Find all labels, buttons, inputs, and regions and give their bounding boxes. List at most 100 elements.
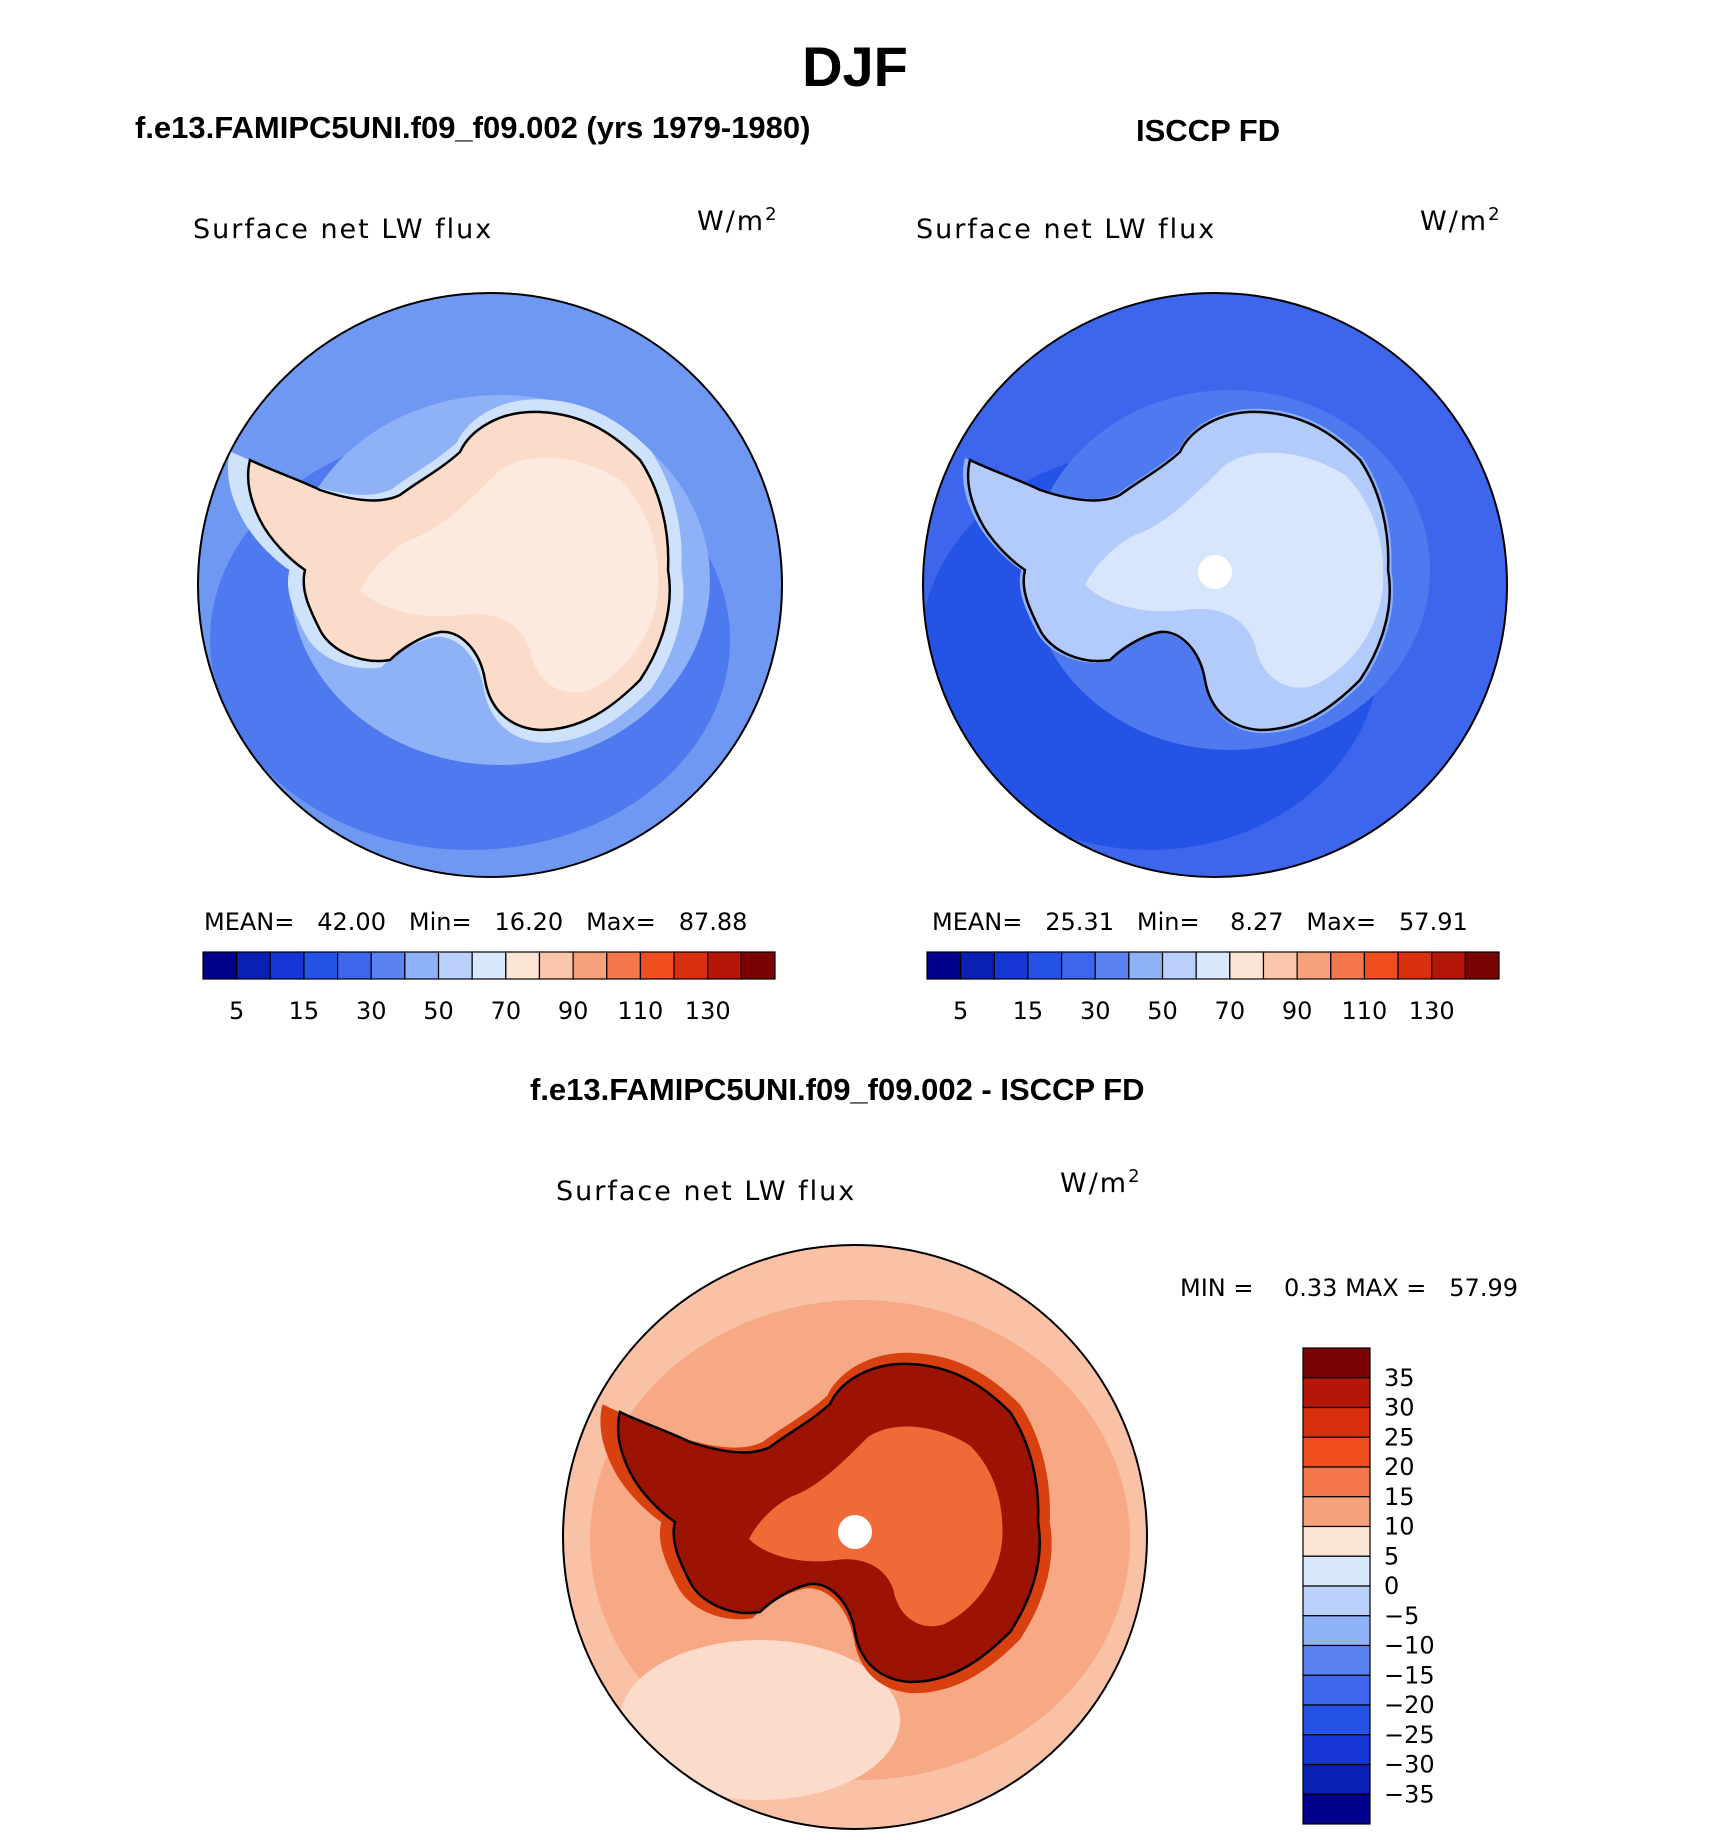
stat-mean-label: MEAN= bbox=[204, 908, 295, 936]
panel-model-colorbar: 5 15 30 50 70 90 110 130 bbox=[202, 951, 776, 1025]
colorbar-tick-label: 110 bbox=[1342, 997, 1388, 1025]
colorbar-swatch bbox=[1262, 951, 1298, 980]
colorbar-swatch bbox=[1302, 1525, 1371, 1557]
colorbar-swatch bbox=[269, 951, 305, 980]
colorbar-swatch bbox=[1363, 951, 1399, 980]
colorbar-swatch bbox=[572, 951, 608, 980]
colorbar-swatch bbox=[1302, 1496, 1371, 1528]
colorbar-swatch bbox=[993, 951, 1029, 980]
colorbar-swatch bbox=[1060, 951, 1096, 980]
stat-max-value: 57.91 bbox=[1399, 908, 1468, 936]
stat-mean-value: 25.31 bbox=[1045, 908, 1114, 936]
colorbar-tick-label: −20 bbox=[1384, 1691, 1435, 1719]
colorbar-swatch bbox=[1302, 1734, 1371, 1766]
colorbar-tick-label: 25 bbox=[1384, 1423, 1415, 1451]
colorbar-tick-label: 30 bbox=[356, 997, 387, 1025]
panel-obs-title: ISCCP FD bbox=[1136, 113, 1281, 148]
colorbar-swatch bbox=[926, 951, 962, 980]
difference-map bbox=[563, 1245, 1147, 1829]
panel-model-stats: MEAN= 42.00 Min= 16.20 Max= 87.88 bbox=[204, 908, 747, 936]
colorbar-tick-label: 10 bbox=[1384, 1513, 1415, 1541]
colorbar-swatch bbox=[1229, 951, 1265, 980]
colorbar-tick-label: 50 bbox=[423, 997, 454, 1025]
difference-title: f.e13.FAMIPC5UNI.f09_f09.002 - ISCCP FD bbox=[530, 1072, 1145, 1107]
colorbar-swatch bbox=[303, 951, 339, 980]
figure-title: DJF bbox=[802, 35, 908, 98]
colorbar-swatch bbox=[1302, 1436, 1371, 1468]
colorbar-tick-label: −15 bbox=[1384, 1661, 1435, 1689]
colorbar-swatch bbox=[673, 951, 709, 980]
colorbar-tick-label: 20 bbox=[1384, 1453, 1415, 1481]
difference-stats: MIN = 0.33 MAX = 57.99 bbox=[1180, 1274, 1518, 1302]
colorbar-swatch bbox=[538, 951, 574, 980]
stat-max-value: 57.99 bbox=[1449, 1274, 1518, 1302]
colorbar-swatch bbox=[370, 951, 406, 980]
panel-obs-variable-label: Surface net LW flux bbox=[916, 214, 1217, 245]
panel-model-map-border bbox=[197, 292, 783, 878]
panel-model-variable-label: Surface net LW flux bbox=[193, 214, 494, 245]
difference-map-border bbox=[562, 1244, 1148, 1830]
colorbar-swatch bbox=[1302, 1674, 1371, 1706]
stat-min-label: Min= bbox=[1136, 908, 1200, 936]
panel-obs-map bbox=[923, 293, 1507, 877]
colorbar-swatch bbox=[336, 951, 372, 980]
colorbar-tick-label: 5 bbox=[229, 997, 244, 1025]
colorbar-swatch bbox=[1195, 951, 1231, 980]
colorbar-swatch bbox=[404, 951, 440, 980]
colorbar-swatch bbox=[1302, 1763, 1371, 1795]
colorbar-tick-label: 130 bbox=[685, 997, 731, 1025]
panel-obs-colorbar: 5 15 30 50 70 90 110 130 bbox=[926, 951, 1500, 1025]
colorbar-swatch bbox=[1397, 951, 1433, 980]
colorbar-tick-label: 30 bbox=[1384, 1394, 1415, 1422]
panel-obs-units: W/m2 bbox=[1420, 204, 1502, 237]
colorbar-tick-label: 30 bbox=[1080, 997, 1111, 1025]
colorbar-swatch bbox=[639, 951, 675, 980]
colorbar-tick-label: −5 bbox=[1384, 1602, 1419, 1630]
stat-mean-value: 42.00 bbox=[317, 908, 386, 936]
colorbar-swatch bbox=[1302, 1377, 1371, 1409]
colorbar-tick-label: 130 bbox=[1409, 997, 1455, 1025]
panel-model-units: W/m2 bbox=[697, 204, 779, 237]
stat-min-label: MIN = bbox=[1180, 1274, 1254, 1302]
colorbar-swatch bbox=[1302, 1585, 1371, 1617]
colorbar-tick-label: 0 bbox=[1384, 1572, 1399, 1600]
colorbar-tick-label: 15 bbox=[1013, 997, 1044, 1025]
colorbar-swatch bbox=[740, 951, 776, 980]
colorbar-swatch bbox=[1431, 951, 1466, 980]
colorbar-swatch bbox=[1302, 1704, 1371, 1736]
colorbar-swatch bbox=[1027, 951, 1063, 980]
stat-min-label: Min= bbox=[408, 908, 472, 936]
colorbar-swatch bbox=[1302, 1644, 1371, 1676]
colorbar-swatch bbox=[1330, 951, 1366, 980]
colorbar-swatch bbox=[707, 951, 742, 980]
panel-obs-map-border bbox=[922, 292, 1508, 878]
stat-min-value: 8.27 bbox=[1230, 908, 1284, 936]
colorbar-tick-label: −30 bbox=[1384, 1751, 1435, 1779]
map-ocean-light bbox=[620, 1640, 900, 1800]
colorbar-swatch bbox=[1296, 951, 1332, 980]
colorbar-tick-label: 35 bbox=[1384, 1364, 1415, 1392]
stat-min-value: 0.33 bbox=[1284, 1274, 1338, 1302]
colorbar-swatch bbox=[606, 951, 642, 980]
difference-units: W/m2 bbox=[1060, 1166, 1142, 1199]
colorbar-tick-label: −10 bbox=[1384, 1632, 1435, 1660]
colorbar-swatch bbox=[437, 951, 473, 980]
colorbar-swatch bbox=[960, 951, 995, 980]
colorbar-tick-label: 5 bbox=[953, 997, 968, 1025]
stat-max-label: MAX = bbox=[1345, 1274, 1427, 1302]
pole-hole bbox=[838, 1515, 872, 1549]
colorbar-swatch bbox=[236, 951, 271, 980]
stat-max-label: Max= bbox=[586, 908, 656, 936]
colorbar-tick-label: 90 bbox=[558, 997, 589, 1025]
colorbar-swatch bbox=[1302, 1615, 1371, 1647]
stat-max-value: 87.88 bbox=[678, 908, 748, 936]
colorbar-swatch bbox=[1128, 951, 1164, 980]
stat-max-label: Max= bbox=[1306, 908, 1377, 936]
colorbar-swatch bbox=[471, 951, 507, 980]
colorbar-tick-label: 5 bbox=[1384, 1542, 1399, 1570]
colorbar-swatch bbox=[1302, 1555, 1371, 1587]
colorbar-swatch bbox=[1161, 951, 1197, 980]
colorbar-swatch bbox=[1094, 951, 1130, 980]
colorbar-swatch bbox=[1302, 1406, 1371, 1438]
